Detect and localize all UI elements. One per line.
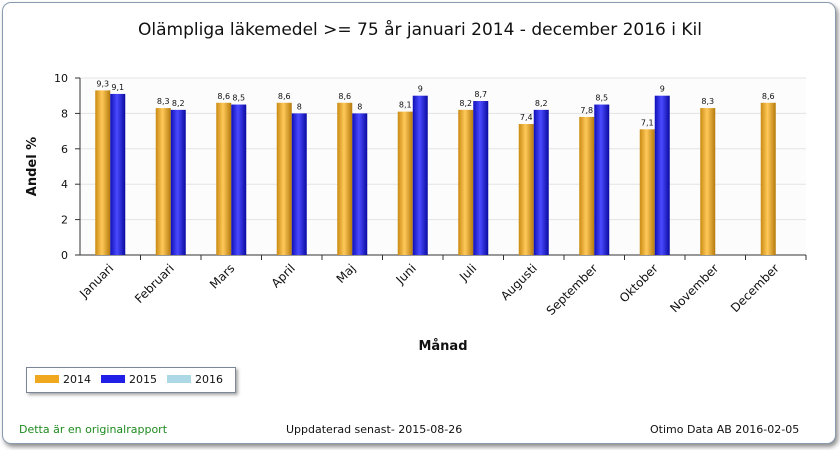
bar-2015-maj — [352, 113, 368, 256]
data-label: 8,1 — [399, 101, 412, 110]
x-tick-label: Oktober — [617, 261, 661, 305]
data-label: 8,5 — [232, 94, 245, 103]
source-credit: Otimo Data AB 2016-02-05 — [650, 423, 800, 436]
x-tick-label: September — [544, 261, 601, 318]
original-report-note: Detta är en originalrapport — [19, 423, 168, 436]
bar-2014-december — [760, 102, 776, 255]
bar-2015-juli — [473, 101, 489, 255]
bar-2014-september — [579, 116, 595, 255]
data-label: 8,7 — [474, 90, 487, 99]
legend-label-2015: 2015 — [129, 373, 157, 386]
bar-2014-februari — [155, 108, 171, 255]
data-label: 8,2 — [459, 99, 472, 108]
data-label: 9,3 — [96, 79, 109, 88]
data-label: 8,2 — [535, 99, 548, 108]
x-tick-label: April — [269, 261, 298, 290]
bar-2015-juni — [412, 95, 428, 255]
x-axis-title: Månad — [418, 339, 467, 354]
bar-2014-maj — [337, 102, 353, 255]
bar-2014-april — [276, 102, 292, 255]
plot-area — [80, 78, 806, 255]
x-tick-label: Augusti — [498, 261, 540, 303]
y-tick-label: 0 — [61, 249, 68, 262]
data-label: 9 — [660, 85, 665, 94]
x-tick-label: Maj — [334, 261, 359, 286]
bar-2015-augusti — [533, 109, 549, 255]
data-label: 8,3 — [701, 97, 714, 106]
bar-2014-januari — [95, 90, 111, 255]
bar-2015-april — [291, 113, 307, 256]
y-tick-label: 6 — [61, 143, 68, 156]
y-axis-title: Andel % — [25, 137, 40, 196]
chart-title: Olämpliga läkemedel >= 75 år januari 201… — [138, 20, 702, 40]
y-tick-label: 8 — [61, 107, 68, 120]
chart-legend: 2014 2015 2016 — [26, 367, 236, 393]
data-label: 9 — [418, 85, 423, 94]
bar-2015-oktober — [654, 95, 670, 255]
bar-2014-mars — [216, 102, 232, 255]
legend-swatch-2015 — [101, 375, 125, 383]
data-label: 8 — [297, 102, 302, 111]
x-tick-label: Januari — [76, 261, 116, 301]
bar-2015-september — [594, 104, 610, 255]
data-label: 7,4 — [520, 113, 533, 122]
x-tick-label: Juli — [456, 261, 479, 284]
bar-2015-januari — [110, 93, 126, 256]
bar-2014-augusti — [518, 124, 534, 256]
x-tick-label: December — [728, 261, 782, 315]
data-label: 7,1 — [641, 118, 654, 127]
data-label: 8,6 — [338, 92, 351, 101]
data-label: 8,6 — [762, 92, 775, 101]
legend-swatch-2016 — [167, 375, 191, 383]
legend-label-2016: 2016 — [195, 373, 223, 386]
y-tick-label: 10 — [54, 72, 68, 85]
data-label: 8,6 — [278, 92, 291, 101]
y-tick-label: 2 — [61, 214, 68, 227]
bar-2014-oktober — [639, 129, 655, 255]
data-label: 8,3 — [157, 97, 170, 106]
data-label: 8,5 — [595, 94, 608, 103]
bar-2015-mars — [231, 104, 247, 255]
bar-2014-juli — [458, 109, 474, 255]
x-tick-label: Februari — [132, 261, 177, 306]
bar-2014-juni — [397, 111, 413, 255]
legend-swatch-2014 — [35, 375, 59, 383]
y-tick-label: 4 — [61, 178, 68, 191]
data-label: 8,2 — [172, 99, 185, 108]
data-label: 8 — [357, 102, 362, 111]
x-tick-label: Mars — [207, 261, 237, 291]
legend-label-2014: 2014 — [63, 373, 91, 386]
x-tick-label: Juni — [393, 261, 419, 287]
data-label: 9,1 — [111, 83, 124, 92]
updated-date: Uppdaterad senast- 2015-08-26 — [286, 423, 463, 436]
x-tick-label: November — [667, 261, 721, 315]
data-label: 8,6 — [217, 92, 230, 101]
data-label: 7,8 — [580, 106, 593, 115]
bar-2015-februari — [170, 109, 186, 255]
bar-2014-november — [700, 108, 716, 255]
